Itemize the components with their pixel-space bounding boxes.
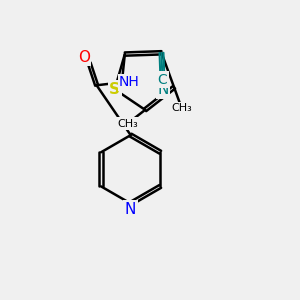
Text: O: O [78, 50, 90, 64]
Text: C: C [158, 73, 167, 86]
Text: N: N [157, 82, 169, 98]
Text: NH: NH [119, 75, 140, 89]
Text: CH₃: CH₃ [117, 118, 138, 129]
Text: N: N [125, 202, 136, 217]
Text: S: S [109, 82, 120, 97]
Text: CH₃: CH₃ [171, 103, 192, 113]
